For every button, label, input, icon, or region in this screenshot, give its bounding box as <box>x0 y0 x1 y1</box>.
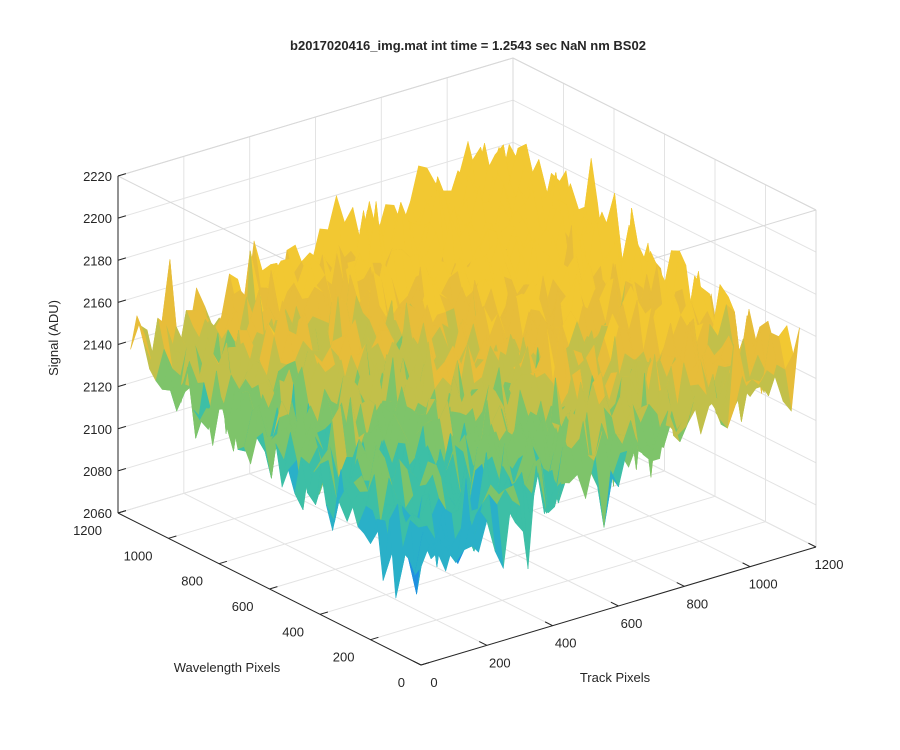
z-tick-label: 2120 <box>83 380 112 395</box>
z-tick-mark <box>117 173 127 177</box>
z-tick-mark <box>117 468 127 472</box>
chart-title: b2017020416_img.mat int time = 1.2543 se… <box>290 38 646 53</box>
z-tick-label: 2180 <box>83 253 112 268</box>
y-tick-mark <box>218 560 228 565</box>
y-tick-label: 200 <box>333 650 355 665</box>
x-tick-mark <box>413 660 422 666</box>
x-axis-label: Track Pixels <box>580 670 651 685</box>
y-tick-mark <box>420 662 430 666</box>
z-axis-label: Signal (ADU) <box>46 300 61 376</box>
y-tick-mark <box>168 535 177 539</box>
x-tick-label: 1000 <box>749 577 778 592</box>
y-tick-mark <box>370 636 379 641</box>
z-tick-mark <box>117 215 127 219</box>
z-tick-mark <box>117 341 127 345</box>
z-tick-label: 2080 <box>83 464 112 479</box>
x-tick-mark <box>610 601 619 607</box>
x-tick-label: 600 <box>621 616 643 631</box>
z-tick-label: 2160 <box>83 295 112 310</box>
z-tick-label: 2220 <box>83 169 112 184</box>
z-tick-label: 2200 <box>83 211 112 226</box>
y-tick-mark <box>269 586 278 590</box>
x-tick-mark <box>742 562 751 568</box>
x-tick-mark <box>544 621 553 627</box>
z-tick-mark <box>117 299 127 303</box>
y-tick-label: 400 <box>282 624 304 639</box>
surface-mesh <box>130 141 800 599</box>
box-edge <box>512 57 817 211</box>
box-edge <box>117 57 514 177</box>
axes-lines <box>117 173 817 666</box>
y-tick-label: 1200 <box>73 523 102 538</box>
x-tick-mark <box>808 542 817 548</box>
surface-patch <box>414 532 430 576</box>
grid-line-floor-y <box>319 495 716 615</box>
y-tick-label: 600 <box>232 599 254 614</box>
z-tick-label: 2140 <box>83 338 112 353</box>
x-tick-label: 1200 <box>815 557 844 572</box>
y-tick-label: 800 <box>181 574 203 589</box>
x-tick-label: 400 <box>555 636 577 651</box>
x-tick-label: 0 <box>430 675 437 690</box>
grid-line-floor-y <box>370 521 766 641</box>
x-tick-mark <box>676 582 685 587</box>
x-tick-mark <box>479 641 488 646</box>
y-tick-label: 0 <box>398 675 405 690</box>
x-tick-label: 800 <box>686 596 708 611</box>
z-tick-label: 2100 <box>83 422 112 437</box>
z-tick-label: 2060 <box>83 506 112 521</box>
z-tick-mark <box>117 510 127 514</box>
z-tick-mark <box>117 383 127 388</box>
y-axis-label: Wavelength Pixels <box>174 660 281 675</box>
tick-labels: 0 200 400 600 800 1000 1200 0 200 400 600 800 1000 12… <box>73 169 843 690</box>
y-tick-label: 1000 <box>124 548 153 563</box>
z-tick-mark <box>117 257 127 261</box>
z-tick-mark <box>117 425 127 430</box>
y-tick-mark <box>319 611 329 615</box>
x-tick-label: 200 <box>489 655 511 670</box>
